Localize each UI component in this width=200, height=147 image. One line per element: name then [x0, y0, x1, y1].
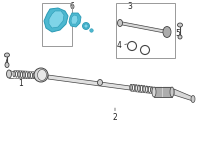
Polygon shape — [49, 11, 64, 28]
Polygon shape — [48, 75, 130, 90]
Ellipse shape — [83, 22, 90, 30]
Bar — [116, 3, 175, 58]
Polygon shape — [174, 89, 193, 101]
Ellipse shape — [38, 70, 46, 81]
Ellipse shape — [6, 70, 12, 78]
Ellipse shape — [178, 35, 182, 39]
Ellipse shape — [5, 62, 9, 67]
Ellipse shape — [118, 20, 122, 26]
Polygon shape — [71, 15, 78, 24]
Text: 7: 7 — [4, 56, 8, 65]
Ellipse shape — [170, 87, 174, 97]
Bar — [42, 3, 72, 46]
Polygon shape — [120, 21, 167, 34]
Ellipse shape — [34, 68, 48, 82]
Ellipse shape — [191, 96, 195, 102]
Ellipse shape — [4, 53, 10, 57]
Text: 6: 6 — [70, 1, 74, 10]
Polygon shape — [69, 13, 81, 27]
Ellipse shape — [163, 26, 171, 37]
Text: 1: 1 — [19, 72, 23, 87]
Ellipse shape — [178, 23, 182, 27]
Polygon shape — [44, 8, 68, 32]
Text: 4: 4 — [117, 41, 121, 50]
Ellipse shape — [84, 24, 88, 28]
Bar — [154, 87, 172, 97]
Text: 5: 5 — [176, 29, 180, 37]
Text: 2: 2 — [113, 108, 117, 122]
Ellipse shape — [98, 80, 102, 86]
Text: 3: 3 — [128, 2, 132, 11]
Ellipse shape — [152, 87, 156, 97]
